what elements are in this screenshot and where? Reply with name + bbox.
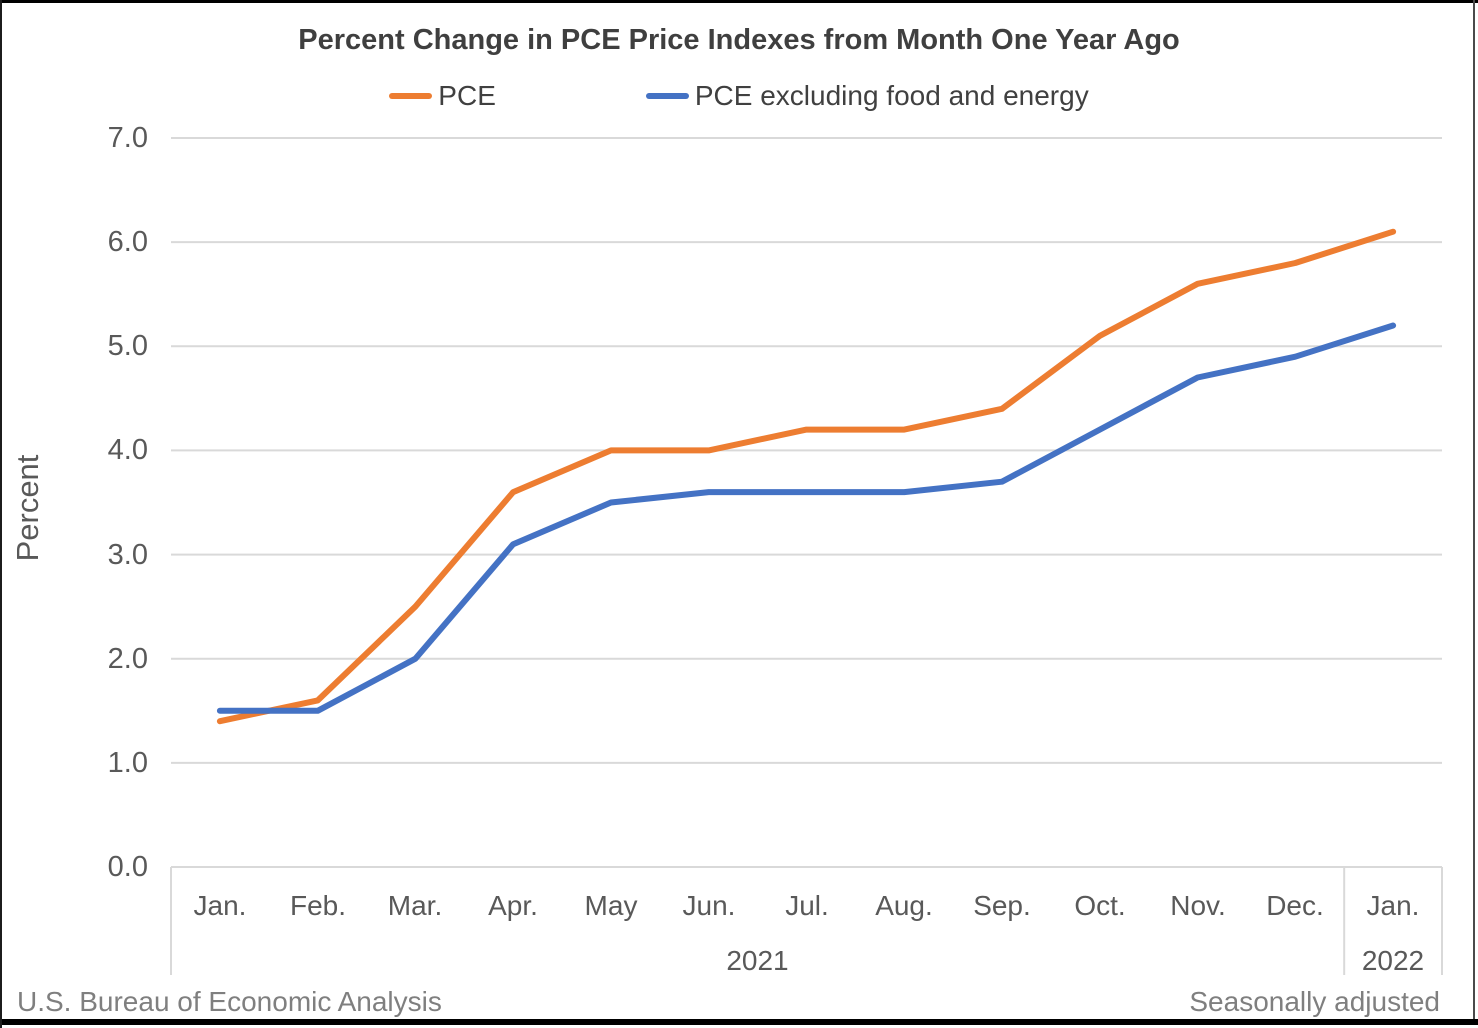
series-line-pce	[216, 228, 1397, 725]
x-tick-label: May	[584, 890, 638, 921]
y-tick-label: 7.0	[107, 122, 148, 154]
legend-label-pce: PCE	[438, 80, 496, 111]
year-label: 2021	[726, 945, 789, 976]
y-tick-label: 1.0	[107, 747, 148, 779]
source-attribution: U.S. Bureau of Economic Analysis	[17, 986, 442, 1017]
y-tick-label: 5.0	[107, 330, 148, 362]
y-tick-label: 0.0	[107, 851, 148, 883]
x-tick-label: Dec.	[1266, 890, 1324, 921]
x-tick-label: Sep.	[973, 890, 1031, 921]
x-tick-label: Apr.	[488, 890, 538, 921]
y-tick-label: 4.0	[107, 434, 148, 466]
chart-title: Percent Change in PCE Price Indexes from…	[298, 24, 1180, 56]
bottom-border-rule	[0, 1019, 1478, 1025]
x-tick-label: Mar.	[387, 890, 443, 921]
x-tick-label: Nov.	[1170, 890, 1226, 921]
right-border-rule	[1473, 0, 1475, 1019]
left-border-rule	[0, 0, 2, 1028]
core-pce-line-swatch	[645, 93, 689, 99]
x-tick-label: Jun.	[682, 890, 736, 921]
x-tick-label: Jan.	[1366, 890, 1420, 921]
legend-item-core-pce: PCE excluding food and energy	[645, 80, 1089, 112]
top-border-rule	[0, 0, 1478, 3]
y-tick-label: 2.0	[107, 643, 148, 675]
y-tick-label: 6.0	[107, 226, 148, 258]
y-tick-label: 3.0	[107, 539, 148, 571]
year-label: 2022	[1361, 945, 1425, 976]
x-tick-label: Jan.	[193, 890, 247, 921]
series-line-core-pce	[216, 322, 1397, 714]
pce-line-swatch	[389, 93, 433, 99]
x-tick-label: Jul.	[785, 890, 829, 921]
x-tick-label: Oct.	[1074, 890, 1126, 921]
legend: PCE PCE excluding food and energy	[0, 80, 1478, 112]
legend-item-pce: PCE	[389, 80, 496, 112]
x-tick-label: Feb.	[289, 890, 347, 921]
x-tick-label: Aug.	[875, 890, 933, 921]
adjustment-note: Seasonally adjusted	[1189, 986, 1440, 1017]
legend-label-core-pce: PCE excluding food and energy	[694, 80, 1089, 111]
